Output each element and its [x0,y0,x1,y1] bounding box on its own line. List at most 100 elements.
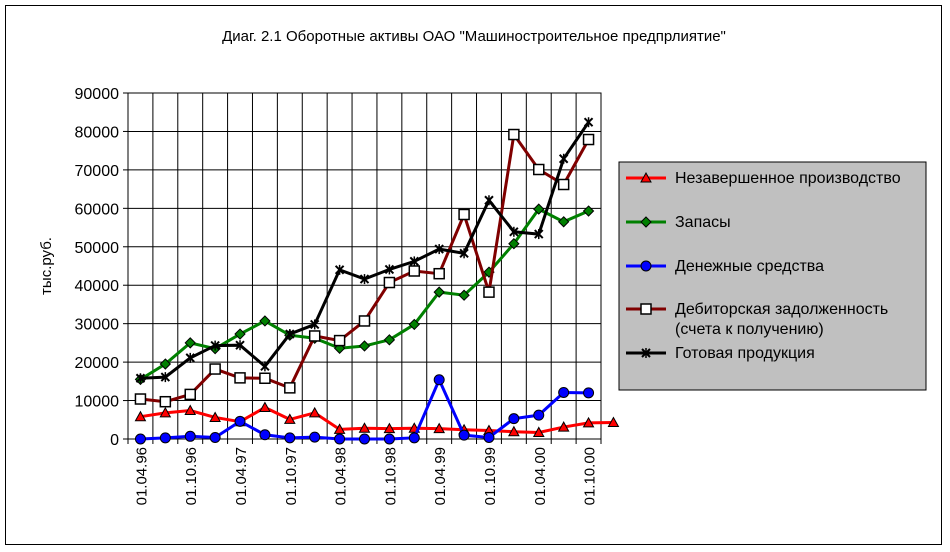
legend: Незавершенное производство Запасы Денежные… [618,161,927,391]
data-point [235,340,245,351]
data-point [508,413,520,425]
x-tick-label: 01.04.97 [233,447,250,505]
legend-label: Незавершенное производство [675,170,901,187]
data-point [433,286,445,298]
x-axis: 01.04.96 01.10.96 01.04.97 01.10.97 01.04.98… [127,439,602,505]
data-point [160,372,171,383]
data-point [159,406,172,418]
data-point [259,401,271,412]
x-tick-label: 01.04.00 [532,447,549,505]
series-line [140,405,614,434]
data-point [433,267,445,280]
data-point [134,433,146,445]
data-point [184,430,196,442]
data-point [557,178,570,191]
legend-label: Дебиторская задолженность (счета к получе… [675,301,888,338]
data-point [358,315,371,327]
data-point [508,425,520,437]
data-point [259,429,271,441]
plot-area [127,92,602,440]
data-point [359,433,370,445]
series-2 [134,374,595,445]
data-point [308,330,321,342]
data-point [383,422,396,434]
data-point [557,421,570,432]
data-point [184,388,196,401]
data-point [458,429,470,441]
data-point [509,226,519,237]
y-tick-label: 60000 [75,201,120,218]
data-point [310,319,320,330]
series-4 [135,117,594,384]
legend-item: Готовая продукция [626,345,815,362]
data-point [234,372,246,384]
data-point [483,286,495,298]
data-point [558,386,570,398]
data-point [532,426,545,437]
data-point [159,432,171,444]
x-tick-label: 01.04.99 [432,447,449,505]
data-point [184,337,196,349]
legend-label: Денежные средства [675,258,824,275]
y-tick-label: 70000 [75,163,120,180]
data-point [259,315,271,327]
data-point [383,433,395,445]
data-point [283,413,296,424]
data-point [640,303,652,315]
data-point [458,208,470,221]
data-point [640,260,652,272]
legend-label: Готовая продукция [675,345,815,362]
data-point [159,395,172,408]
data-point [333,423,346,434]
data-point [285,329,295,340]
x-tick-label: 01.10.96 [183,447,200,505]
data-point [234,328,246,340]
data-point [135,373,146,384]
legend-box [618,161,927,391]
y-tick-label: 20000 [75,355,120,372]
data-point [358,340,371,352]
series-layer [134,117,620,445]
data-point [534,229,544,240]
data-point [558,153,569,164]
chart-title: Диаг. 2.1 Оборотные активы ОАО "Машиност… [222,28,726,45]
y-tick-label: 30000 [75,317,120,334]
x-tick-label: 01.10.00 [582,447,599,505]
legend-item: Денежные средства [626,258,824,275]
data-point [333,334,346,347]
x-tick-label: 01.10.97 [283,447,300,505]
data-point [533,409,545,421]
data-point [408,432,420,444]
data-point [433,374,445,386]
x-tick-label: 01.10.99 [482,447,499,505]
data-point [185,352,195,363]
data-point [508,128,520,141]
data-point [458,289,470,301]
y-tick-label: 50000 [75,240,120,257]
data-point [159,358,172,370]
y-tick-label: 40000 [75,278,120,295]
data-point [284,382,296,394]
data-point [284,432,296,444]
data-point [557,216,570,228]
data-point [483,431,495,443]
data-point [582,416,595,428]
data-point [209,411,221,422]
data-point [260,361,270,372]
y-tick-label: 0 [110,432,119,449]
data-point [184,404,197,416]
x-tick-label: 01.04.98 [333,447,350,505]
data-point [408,318,420,331]
data-point [484,195,494,206]
x-tick-label: 01.04.96 [133,447,150,505]
data-point [334,433,346,445]
y-axis: 0 10000 20000 30000 40000 50000 60000 70000 8000… [75,86,128,449]
data-point [533,163,545,176]
legend-label: Запасы [675,214,731,231]
data-point [583,387,595,399]
y-tick-label: 10000 [75,394,120,411]
data-point [384,264,395,275]
data-point [383,334,396,346]
data-point [508,237,520,250]
